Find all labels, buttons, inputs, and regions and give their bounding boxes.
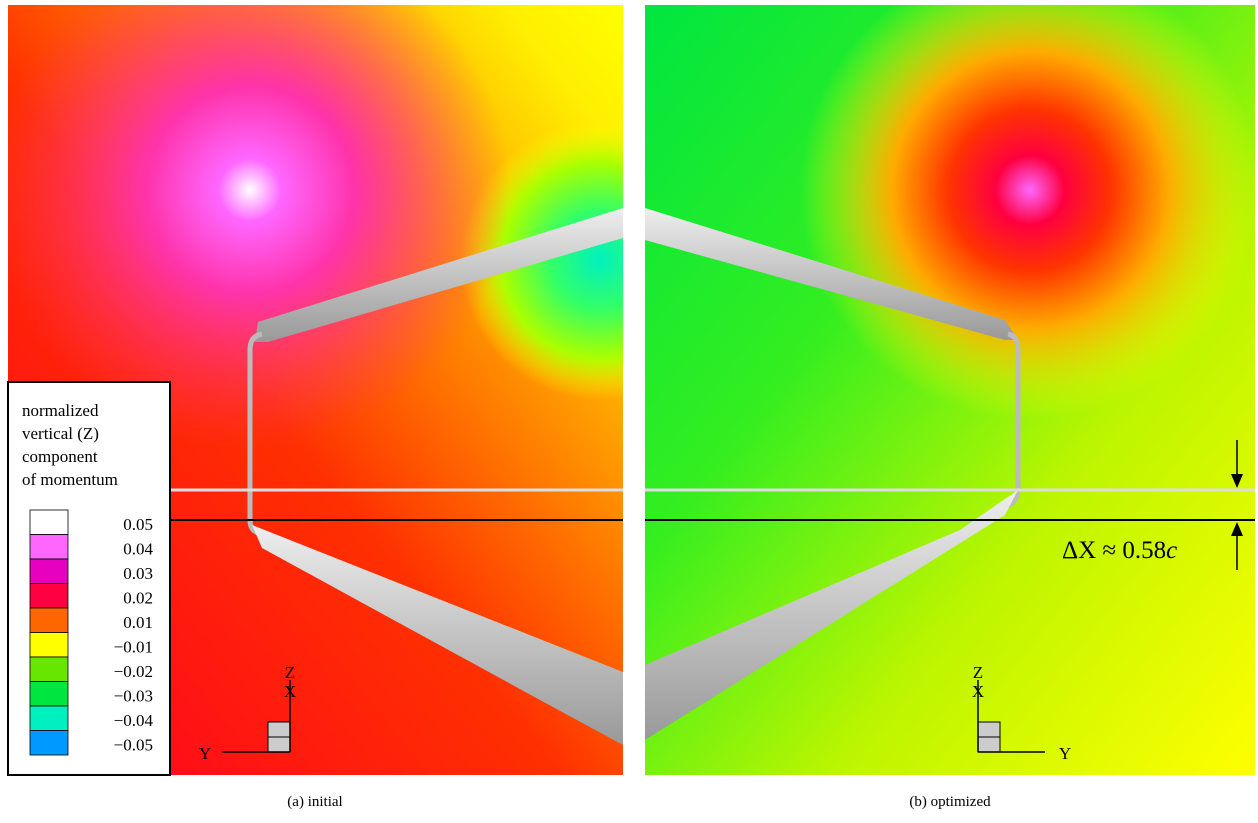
panel-initial: Z X Y — [8, 5, 623, 775]
annotation-text: ΔX ≈ 0.58 — [1062, 537, 1166, 564]
legend-swatch — [29, 534, 69, 560]
legend-title: vertical (Z) — [22, 424, 99, 443]
legend-swatch — [29, 730, 69, 756]
legend-label: −0.04 — [114, 711, 154, 730]
legend-swatch — [29, 656, 69, 682]
legend-swatch — [29, 509, 69, 535]
axis-label: Z — [973, 663, 983, 682]
legend-label: −0.05 — [114, 736, 153, 755]
caption: (a) initial — [287, 794, 342, 810]
panel-optimized: ΔX ≈ 0.58c Z X Y — [645, 5, 1255, 775]
axis-label: Y — [199, 744, 211, 763]
wing — [645, 208, 1018, 340]
wing — [1006, 331, 1021, 509]
legend-swatch — [29, 607, 69, 633]
axis-label: X — [972, 682, 984, 701]
annotation: ΔX ≈ 0.58c — [1062, 537, 1177, 564]
arrow — [1231, 474, 1243, 488]
legend-swatch — [29, 681, 69, 707]
wing — [252, 525, 623, 745]
annotation-italic: c — [1166, 537, 1177, 564]
legend-label: −0.03 — [114, 687, 153, 706]
wing — [255, 208, 623, 342]
legend-swatch — [29, 632, 69, 658]
legend-swatch — [29, 558, 69, 584]
legend-swatch — [29, 705, 69, 731]
axis-label: Z — [285, 663, 295, 682]
legend: normalized vertical (Z) component of moment… — [7, 381, 171, 776]
legend-title: of momentum — [22, 470, 118, 489]
axis-label: X — [284, 682, 296, 701]
legend-title: normalized — [22, 401, 99, 420]
axis-label: Y — [1059, 744, 1071, 763]
legend-label: −0.02 — [114, 662, 153, 681]
wing — [645, 490, 1018, 740]
legend-label: 0.03 — [123, 564, 153, 583]
caption: (b) optimized — [909, 794, 991, 810]
legend-label: 0.02 — [123, 589, 153, 608]
legend-label: −0.01 — [114, 638, 153, 657]
legend-label: 0.01 — [123, 613, 153, 632]
legend-label: 0.05 — [123, 515, 153, 534]
legend-label: 0.04 — [123, 540, 153, 559]
arrow — [1231, 522, 1243, 536]
legend-swatch — [29, 583, 69, 609]
legend-title: component — [22, 447, 98, 466]
